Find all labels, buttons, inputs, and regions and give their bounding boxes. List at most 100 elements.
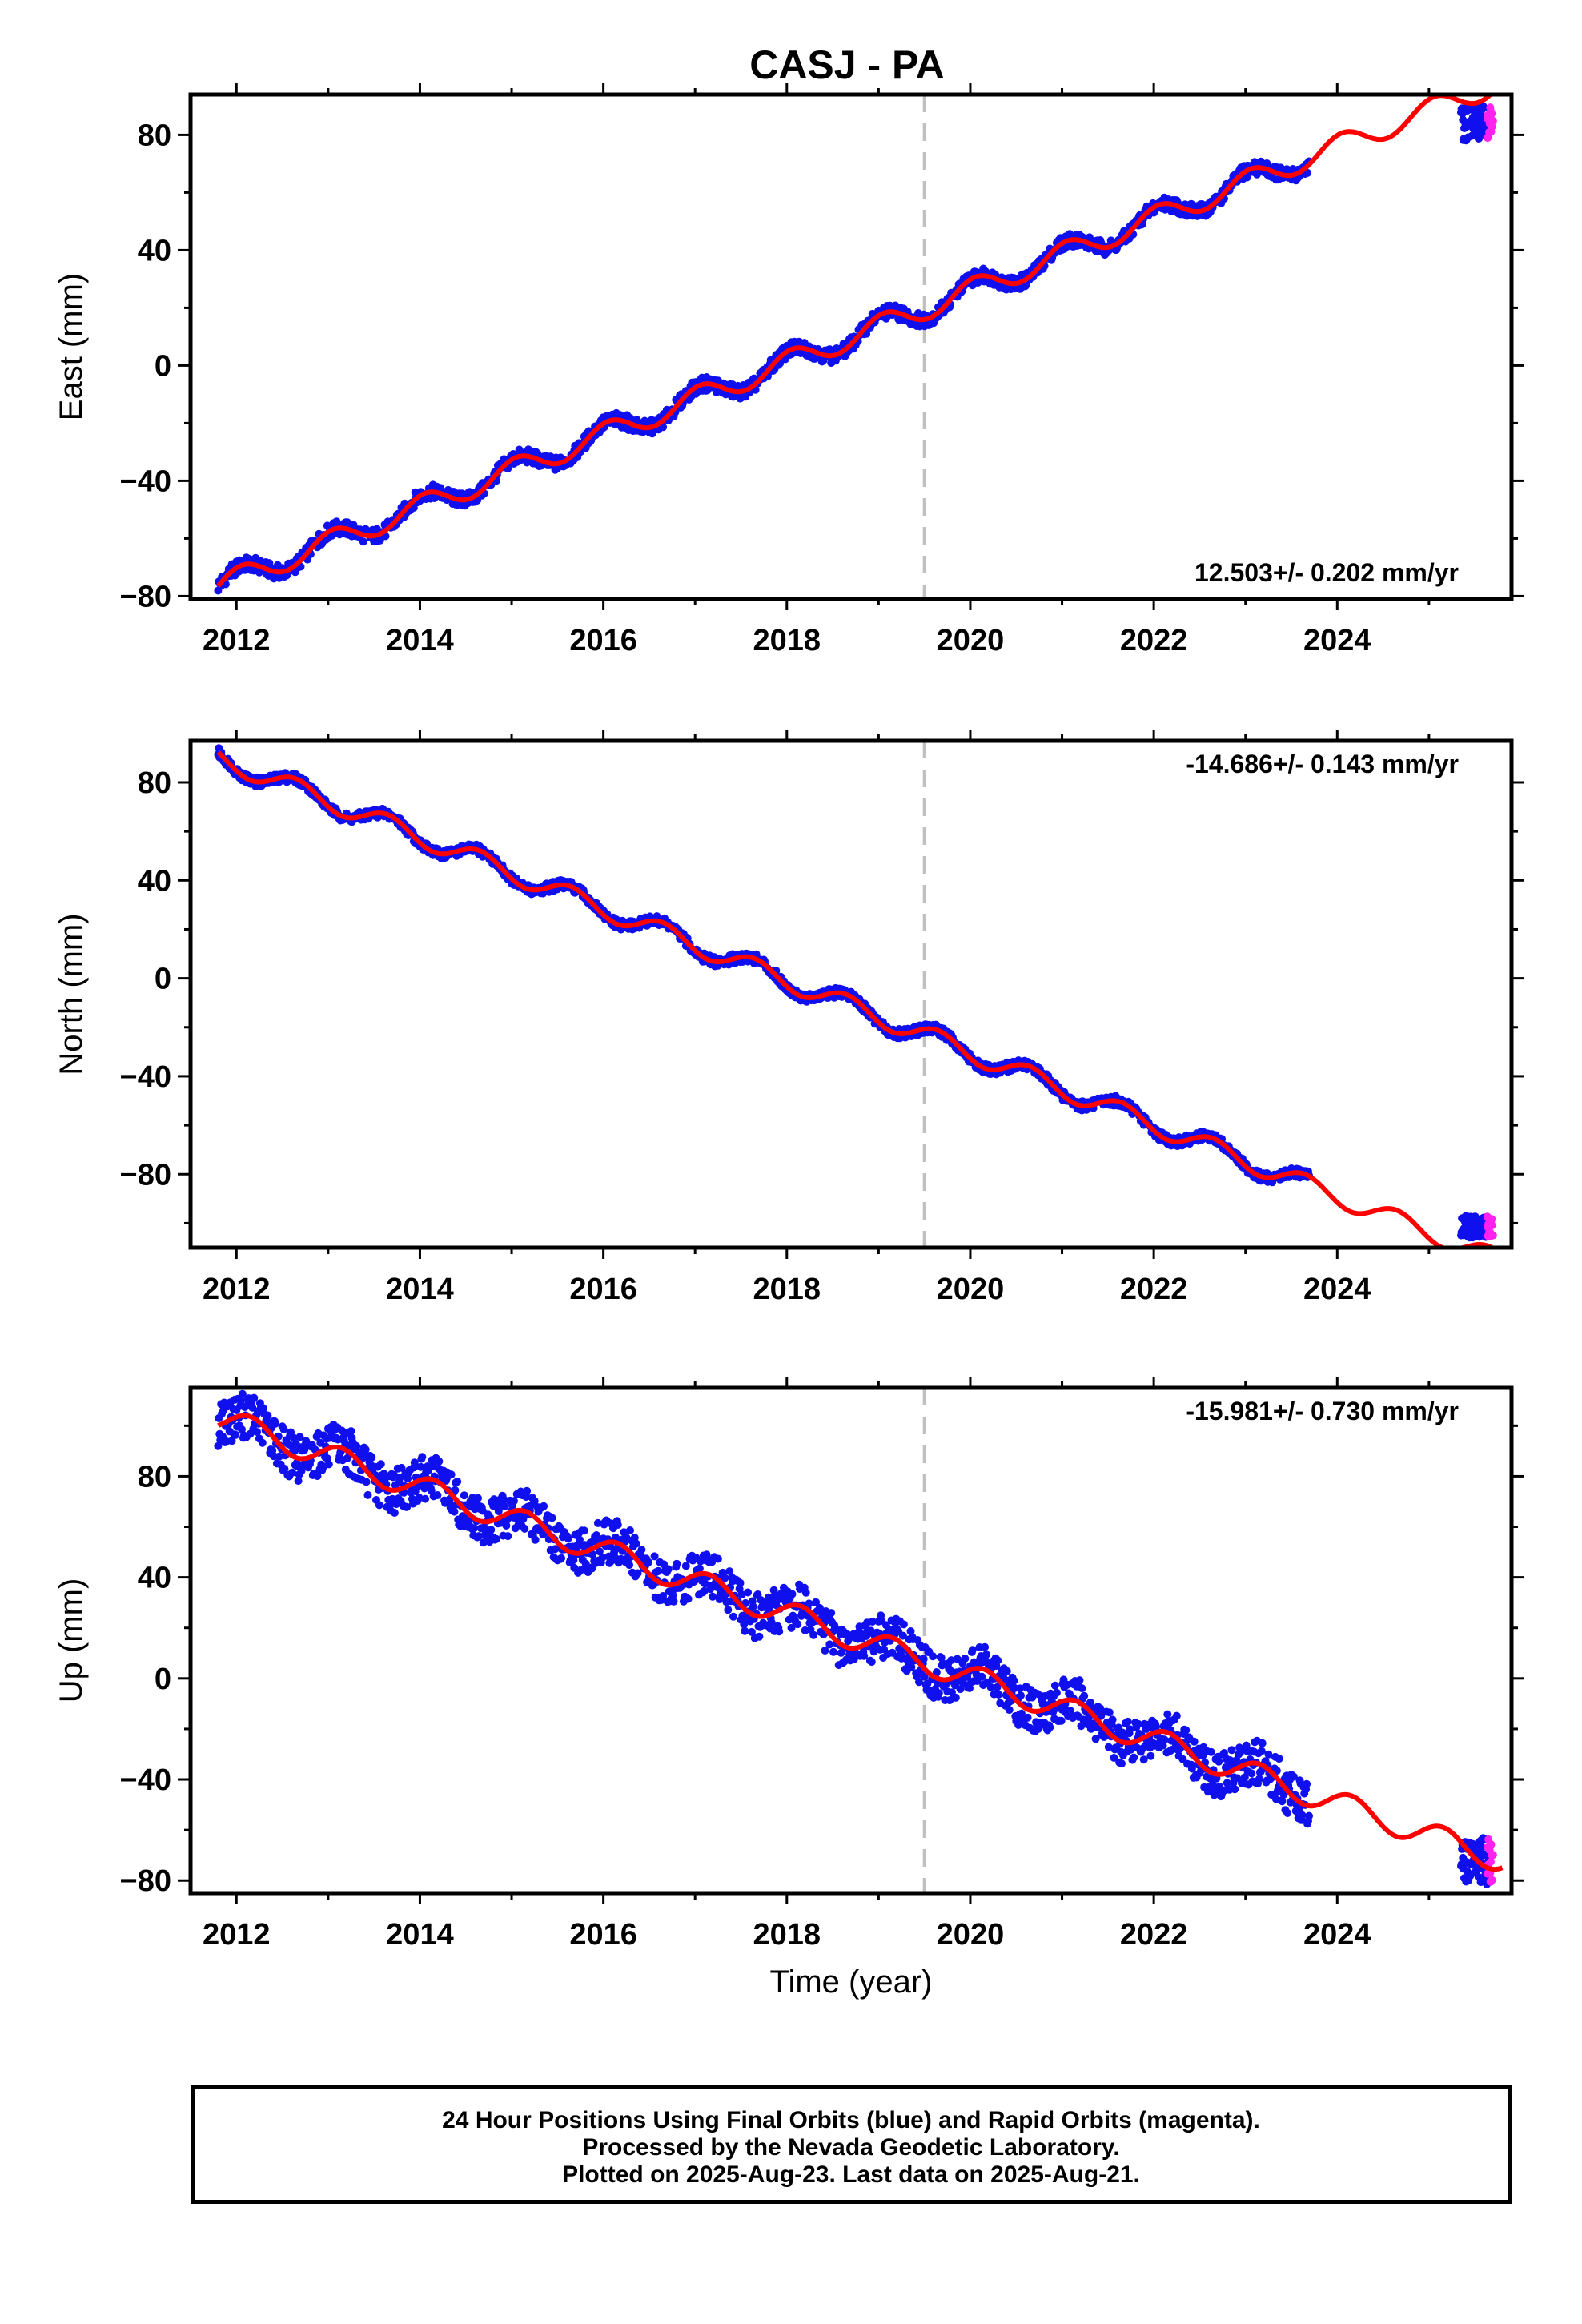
final-orbit-point (712, 388, 721, 396)
final-orbit-point (1172, 1711, 1181, 1720)
final-orbit-point (737, 1590, 746, 1599)
final-orbit-point (1477, 1843, 1486, 1852)
final-orbit-point (1480, 103, 1488, 112)
final-orbit-point (736, 1578, 745, 1587)
x-tick-label: 2014 (386, 1273, 454, 1306)
final-orbit-point (390, 1470, 398, 1479)
final-orbit-point (492, 1534, 500, 1543)
x-tick-label: 2022 (1120, 1918, 1188, 1952)
final-orbit-point (1305, 1811, 1313, 1820)
final-orbit-point (295, 1433, 304, 1441)
final-orbit-point (825, 1640, 834, 1649)
final-orbit-point (288, 1468, 296, 1477)
final-orbit-point (729, 1612, 737, 1621)
final-orbit-point (812, 1598, 821, 1606)
final-orbit-point (1130, 1753, 1138, 1762)
final-orbit-point (593, 1518, 602, 1527)
final-orbit-point (898, 1631, 907, 1640)
final-orbit-point (695, 1564, 704, 1573)
final-orbit-point (522, 1493, 531, 1502)
rapid-orbit-points (1483, 1212, 1497, 1240)
final-orbit-point (451, 1486, 460, 1494)
final-orbit-point (390, 1509, 399, 1517)
final-orbit-point (805, 1599, 813, 1608)
final-orbit-point (347, 1427, 355, 1436)
rate-label: -14.686+/- 0.143 mm/yr (1186, 750, 1459, 778)
final-orbit-point (1108, 1715, 1117, 1724)
model-fit-line (216, 94, 1494, 588)
final-orbit-point (1255, 1775, 1263, 1783)
final-orbit-point (415, 1494, 424, 1502)
final-orbit-point (831, 1625, 840, 1634)
final-orbit-point (725, 1567, 734, 1576)
final-orbit-point (994, 1691, 1003, 1699)
x-tick-label: 2014 (386, 1918, 454, 1952)
final-orbit-point (681, 1562, 690, 1570)
final-orbit-point (540, 1502, 548, 1510)
x-tick-label: 2020 (937, 624, 1005, 657)
final-orbit-point (1146, 1751, 1155, 1760)
plot-area-up (214, 1388, 1504, 1893)
final-orbit-point (932, 1668, 941, 1676)
final-orbit-point (1298, 1811, 1307, 1819)
x-tick-label: 2018 (753, 1918, 821, 1952)
y-tick-label: 0 (155, 1663, 171, 1696)
final-orbit-point (654, 1566, 663, 1575)
final-orbit-point (460, 1491, 468, 1500)
final-orbit-point (1182, 1726, 1191, 1735)
final-orbit-point (1231, 1785, 1239, 1794)
y-tick-label: 80 (138, 1460, 171, 1494)
final-orbit-point (363, 1490, 372, 1499)
final-orbit-point (294, 1477, 303, 1486)
final-orbit-point (523, 1486, 532, 1495)
final-orbit-point (418, 1453, 427, 1462)
final-orbit-point (227, 1437, 236, 1445)
plot-area-east (214, 94, 1497, 599)
final-orbit-point (1123, 1717, 1132, 1726)
panel-up: 2012 2014 2016 2018 2020 2022 2024−80−4004080U… (54, 1377, 1524, 1952)
final-orbit-point (961, 1655, 970, 1663)
final-orbit-point (403, 1502, 412, 1511)
rapid-orbit-point (1486, 1877, 1495, 1886)
final-orbit-point (509, 1497, 518, 1506)
final-orbit-point (332, 517, 341, 526)
x-tick-label: 2020 (937, 1918, 1005, 1952)
final-orbit-point (755, 1632, 764, 1641)
final-orbit-point (280, 1465, 289, 1473)
final-orbit-point (713, 1554, 722, 1563)
final-orbit-point (551, 1545, 560, 1554)
final-orbit-point (1057, 1716, 1066, 1725)
final-orbit-point (479, 1538, 488, 1547)
rapid-orbit-point (1486, 1217, 1495, 1226)
x-tick-label: 2016 (569, 624, 637, 657)
y-tick-label: 80 (138, 119, 171, 152)
final-orbit-point (397, 1463, 406, 1472)
final-orbit-point (474, 1494, 482, 1502)
x-tick-label: 2022 (1120, 624, 1188, 657)
final-orbit-point (504, 1532, 512, 1541)
y-tick-label: 40 (138, 864, 171, 898)
final-orbit-point (1187, 1764, 1196, 1773)
y-tick-label: −80 (120, 1864, 171, 1898)
final-orbit-point (238, 1389, 247, 1398)
final-orbit-point (1303, 1779, 1311, 1788)
final-orbit-point (1110, 1754, 1118, 1762)
final-orbit-point (1075, 1676, 1084, 1685)
y-tick-label: −80 (120, 580, 171, 613)
rapid-orbit-point (1484, 1232, 1492, 1240)
final-orbit-point (253, 1428, 262, 1437)
final-orbit-point (1050, 1681, 1059, 1690)
final-orbit-point (1190, 1737, 1199, 1746)
final-orbit-point (1080, 1691, 1089, 1700)
final-orbit-point (1010, 1676, 1018, 1685)
final-orbit-point (359, 537, 367, 546)
final-orbit-point (530, 1497, 539, 1506)
model-fit-line (216, 750, 1497, 1248)
final-orbit-point (1468, 131, 1476, 140)
final-orbit-point (1017, 1691, 1025, 1700)
x-tick-label: 2016 (569, 1918, 637, 1952)
final-orbit-point (632, 1539, 640, 1548)
final-orbit-point (644, 1558, 652, 1566)
final-orbit-point (915, 1678, 923, 1687)
final-orbit-point (659, 1592, 668, 1600)
